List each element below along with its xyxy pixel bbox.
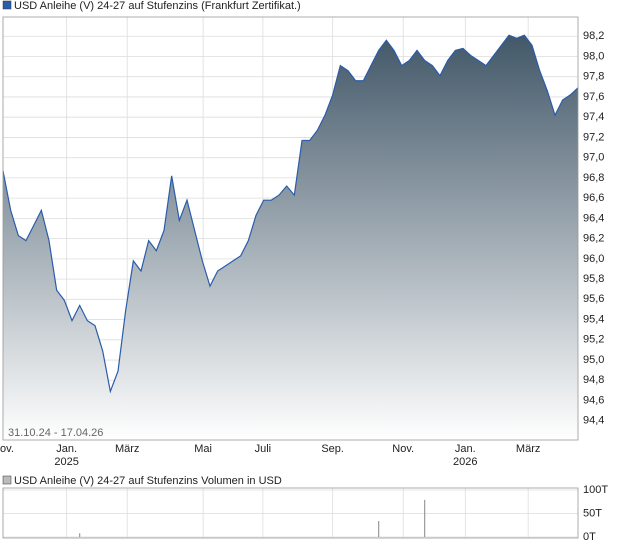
volume-bar bbox=[79, 533, 81, 537]
y-tick-label: 98,2 bbox=[583, 30, 604, 42]
y-tick-label: 94,6 bbox=[583, 394, 604, 406]
y-tick-label: 95,6 bbox=[583, 293, 604, 305]
y-tick-label: 96,6 bbox=[583, 192, 604, 204]
y-tick-label: 97,6 bbox=[583, 91, 604, 103]
x-tick-label: Mai bbox=[194, 443, 212, 455]
y-tick-label: 96,0 bbox=[583, 253, 604, 265]
line bbox=[2, 34, 579, 394]
area bbox=[3, 35, 578, 441]
date-range: 31.10.24 - 17.04.26 bbox=[8, 427, 103, 439]
x-tick-label: März bbox=[515, 443, 541, 455]
y-tick-label: 0T bbox=[583, 531, 596, 543]
x-tick-label: Juli bbox=[254, 443, 272, 455]
y-tick-label: 97,2 bbox=[583, 131, 604, 143]
y-tick-label: 97,4 bbox=[583, 111, 604, 123]
y-tick-label: 95,4 bbox=[583, 313, 604, 325]
volume-title: USD Anleihe (V) 24-27 auf Stufenzins Vol… bbox=[14, 475, 282, 487]
y-tick-label: 50T bbox=[583, 507, 602, 519]
y-tick-label: 97,0 bbox=[583, 152, 604, 164]
y-tick-label: 96,4 bbox=[583, 212, 604, 224]
volume-bar bbox=[424, 499, 426, 537]
y-tick-label: 95,2 bbox=[583, 334, 604, 346]
x-tick-label: Jan. 2026 bbox=[453, 443, 478, 468]
x-tick-label: März bbox=[114, 443, 140, 455]
y-tick-label: 95,8 bbox=[583, 273, 604, 285]
y-tick-label: 100T bbox=[583, 484, 608, 496]
plot-frame bbox=[2, 16, 579, 441]
x-tick-label: Jan. 2025 bbox=[54, 443, 79, 468]
y-tick-label: 97,8 bbox=[583, 71, 604, 83]
x-tick-label: Nov. bbox=[392, 443, 415, 455]
x-tick-label: Sep. bbox=[321, 443, 344, 455]
x-tick-label: Nov. bbox=[0, 443, 14, 455]
y-tick-label: 94,8 bbox=[583, 374, 604, 386]
y-tick-label: 96,8 bbox=[583, 172, 604, 184]
volume-frame bbox=[2, 487, 579, 539]
legend-swatch bbox=[2, 475, 12, 485]
chart-title: USD Anleihe (V) 24-27 auf Stufenzins (Fr… bbox=[14, 0, 301, 12]
volume-bar bbox=[378, 521, 380, 537]
y-tick-label: 96,2 bbox=[583, 233, 604, 245]
y-tick-label: 94,4 bbox=[583, 415, 604, 427]
y-tick-label: 98,0 bbox=[583, 50, 604, 62]
legend-swatch bbox=[2, 0, 12, 10]
y-tick-label: 95,0 bbox=[583, 354, 604, 366]
